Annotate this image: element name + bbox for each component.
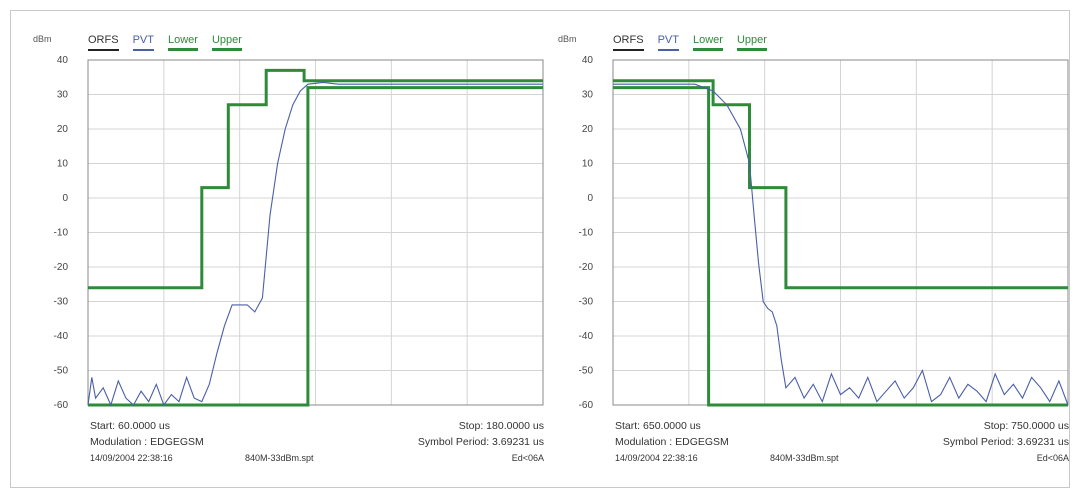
legend-orfs: ORFS — [88, 34, 119, 51]
series-line-lower — [88, 86, 543, 407]
legend-lower: Lower — [167, 34, 198, 51]
y-tick-label: -60 — [54, 400, 69, 411]
legend-pvt: PVT — [132, 34, 154, 51]
series-line-pvt — [613, 83, 1069, 406]
figure-frame — [10, 10, 1070, 488]
y-tick-label: 40 — [582, 55, 594, 66]
series-line-lower — [613, 86, 1068, 407]
stop-label: Stop: 180.0000 us — [458, 420, 544, 432]
symbol-period-label: Symbol Period: 3.69231 us — [417, 436, 544, 448]
y-tick-label: -10 — [579, 228, 594, 239]
y-tick-label: -20 — [579, 262, 594, 273]
y-unit-label: dBm — [33, 34, 52, 44]
modulation-label: Modulation : EDGEGSM — [90, 436, 204, 448]
y-tick-label: 0 — [587, 193, 593, 204]
plot-area-right: 40 30 20 10 0 -10 -20 -30 -40 -50 -60 — [579, 55, 1069, 411]
y-tick-label: -10 — [54, 228, 69, 239]
chart-panel-right: dBm ORFS PVT Lower Upper 40 30 20 10 0 -10 -20… — [555, 30, 1075, 480]
y-tick-label: 30 — [57, 90, 69, 101]
y-tick-label: -30 — [54, 297, 69, 308]
legend-lower: Lower — [692, 34, 723, 51]
y-tick-label: 20 — [582, 124, 594, 135]
legend-orfs: ORFS — [613, 34, 644, 51]
file-label: 840M-33dBm.spt — [770, 453, 839, 463]
legend: ORFS PVT Lower Upper — [88, 34, 242, 51]
y-tick-label: -40 — [579, 331, 594, 342]
ref-label: Ed<06A — [511, 453, 544, 463]
series-line-upper — [88, 68, 543, 290]
legend-upper: Upper — [211, 34, 242, 51]
start-label: Start: 60.0000 us — [90, 420, 170, 432]
chart-panel-left: dBm ORFS PVT Lower Upper 40 30 20 10 0 -10 -20… — [30, 30, 550, 480]
plot-border — [87, 59, 544, 406]
y-tick-label: 40 — [57, 55, 69, 66]
legend-pvt: PVT — [657, 34, 679, 51]
y-tick-label: 0 — [62, 193, 68, 204]
y-tick-label: -50 — [579, 366, 594, 377]
y-tick-label: 30 — [582, 90, 594, 101]
y-tick-label: -40 — [54, 331, 69, 342]
y-tick-label: 20 — [57, 124, 69, 135]
y-tick-label: 10 — [582, 159, 594, 170]
date-label: 14/09/2004 22:38:16 — [90, 453, 173, 463]
legend-upper: Upper — [736, 34, 767, 51]
legend: ORFS PVT Lower Upper — [613, 34, 767, 51]
plot-area-left: 40 30 20 10 0 -10 -20 -30 -40 -50 -60 — [54, 55, 544, 411]
series-line-pvt — [87, 81, 543, 407]
start-label: Start: 650.0000 us — [615, 420, 701, 432]
y-tick-label: -20 — [54, 262, 69, 273]
y-tick-label: 10 — [57, 159, 69, 170]
y-unit-label: dBm — [558, 34, 577, 44]
series-line-upper — [613, 79, 1068, 290]
stop-label: Stop: 750.0000 us — [983, 420, 1069, 432]
file-label: 840M-33dBm.spt — [245, 453, 314, 463]
y-tick-label: -30 — [579, 297, 594, 308]
y-tick-label: -60 — [579, 400, 594, 411]
date-label: 14/09/2004 22:38:16 — [615, 453, 698, 463]
ref-label: Ed<06A — [1036, 453, 1069, 463]
symbol-period-label: Symbol Period: 3.69231 us — [942, 436, 1069, 448]
y-tick-label: -50 — [54, 366, 69, 377]
modulation-label: Modulation : EDGEGSM — [615, 436, 729, 448]
